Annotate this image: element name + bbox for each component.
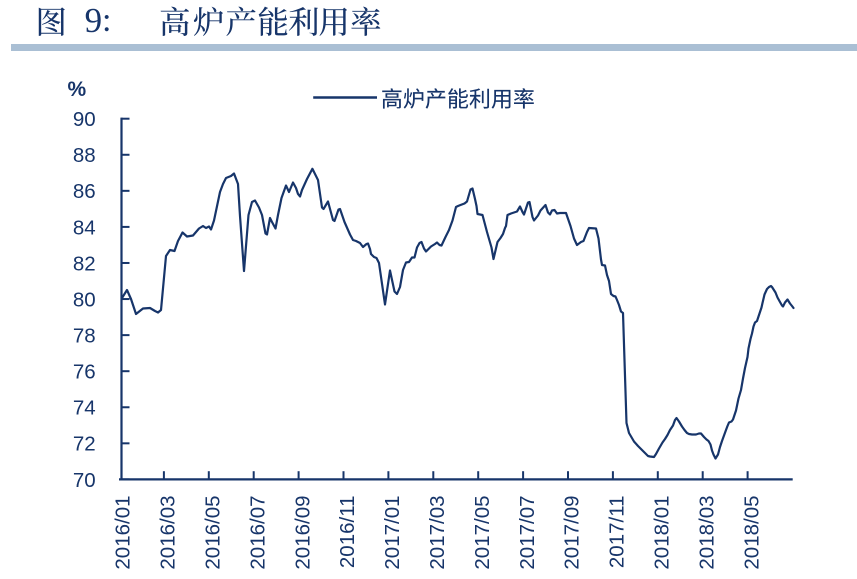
svg-text:86: 86 [73,180,96,203]
svg-text:88: 88 [73,144,96,167]
svg-text:%: % [68,78,87,101]
svg-text:2016/09: 2016/09 [291,496,314,570]
svg-text:2016/01: 2016/01 [112,496,135,570]
svg-text:74: 74 [73,397,96,420]
svg-text:9: 9 [85,1,103,40]
svg-text:70: 70 [73,469,96,492]
svg-text:90: 90 [73,108,96,131]
svg-text:78: 78 [73,325,96,348]
svg-text:72: 72 [73,433,96,456]
svg-text::: : [102,2,111,39]
svg-text:80: 80 [73,288,96,311]
svg-text:2018/01: 2018/01 [651,496,674,570]
svg-text:84: 84 [73,216,96,239]
svg-text:2016/05: 2016/05 [202,496,225,570]
svg-text:2016/07: 2016/07 [246,496,269,570]
svg-text:2018/03: 2018/03 [695,496,718,570]
svg-text:2017/07: 2017/07 [516,496,539,570]
svg-text:76: 76 [73,361,96,384]
svg-text:82: 82 [73,252,96,275]
svg-text:2017/03: 2017/03 [426,496,449,570]
svg-text:2017/09: 2017/09 [561,496,584,570]
svg-text:2018/05: 2018/05 [740,496,763,570]
svg-text:2017/01: 2017/01 [381,496,404,570]
svg-text:2016/11: 2016/11 [336,496,359,569]
svg-text:2016/03: 2016/03 [157,496,180,570]
svg-text:2017/11: 2017/11 [606,496,629,569]
svg-text:2017/05: 2017/05 [471,496,494,570]
